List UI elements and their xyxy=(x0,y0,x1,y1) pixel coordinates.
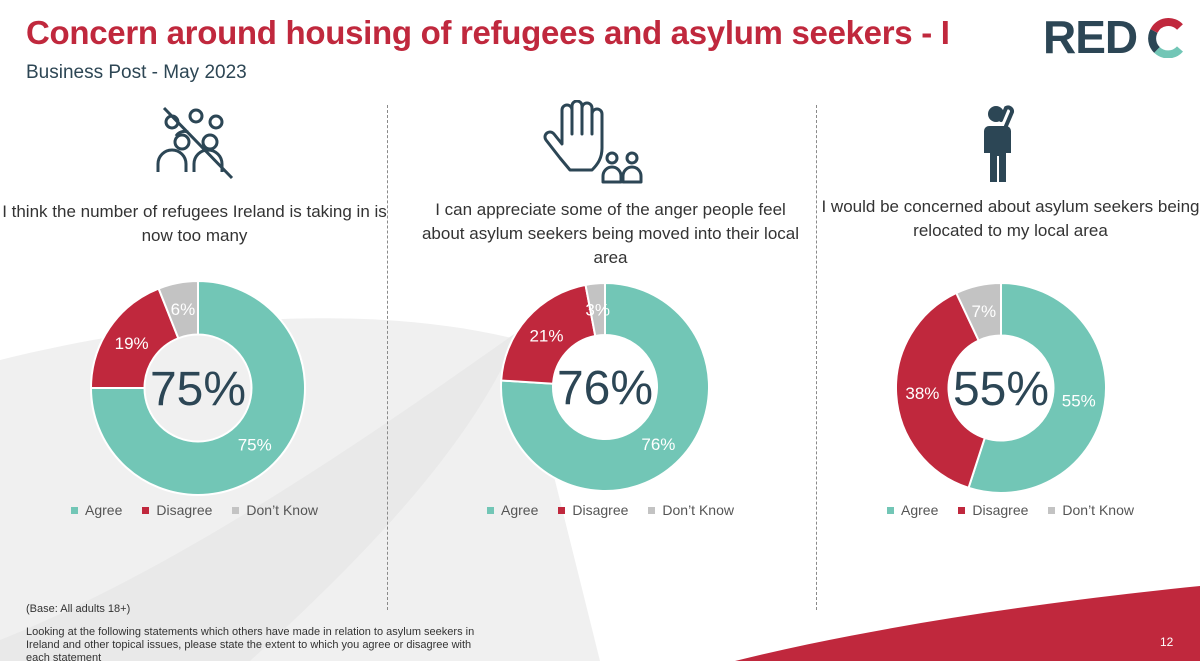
chart-panel-1: I think the number of refugees Ireland i… xyxy=(2,100,387,530)
legend-disagree: Disagree xyxy=(142,502,212,518)
data-label-dont-know: 6% xyxy=(171,300,196,319)
logo-c-mark xyxy=(1148,18,1183,58)
data-label-disagree: 21% xyxy=(529,326,563,345)
data-label-agree: 76% xyxy=(641,435,675,454)
slice-dont-know xyxy=(954,282,1002,342)
donut-chart-3: 55% 38% 7% 55% xyxy=(895,282,1107,494)
question-note: Looking at the following statements whic… xyxy=(26,626,475,664)
legend-disagree: Disagree xyxy=(958,502,1028,518)
statement-text: I think the number of refugees Ireland i… xyxy=(2,202,387,245)
raised-hand-people-icon xyxy=(543,100,643,184)
logo-wordmark: RED xyxy=(1043,11,1138,63)
base-note: (Base: All adults 18+) xyxy=(26,603,131,615)
chart-legend: Agree Disagree Don’t Know xyxy=(2,502,387,518)
slice-dont-know xyxy=(157,280,199,340)
legend-agree: Agree xyxy=(71,502,122,518)
data-label-agree: 75% xyxy=(238,436,272,455)
legend-dont-know: Don’t Know xyxy=(1048,502,1134,518)
crossed-out-group-icon xyxy=(156,106,234,180)
slice-agree xyxy=(90,280,306,496)
page-title: Concern around housing of refugees and a… xyxy=(26,14,950,51)
legend-disagree: Disagree xyxy=(558,502,628,518)
donut-chart-1: 75%19%6%75% xyxy=(90,280,306,496)
redc-logo: RED xyxy=(1043,12,1183,62)
donut-center-value: 75% xyxy=(150,363,246,416)
legend-dont-know: Don’t Know xyxy=(648,502,734,518)
data-label-dont-know: 7% xyxy=(972,302,997,321)
slice-disagree xyxy=(895,291,987,490)
page-number: 12 xyxy=(1160,635,1174,649)
legend-dont-know: Don’t Know xyxy=(232,502,318,518)
donut-chart-2: 76% 21% 3% 76% xyxy=(500,282,710,492)
slice-agree xyxy=(500,282,710,492)
slice-dont-know xyxy=(584,282,606,338)
data-label-agree: 55% xyxy=(1062,391,1096,410)
donut-center-value: 55% xyxy=(953,363,1049,416)
chart-legend: Agree Disagree Don’t Know xyxy=(818,502,1200,518)
statement-text: I would be concerned about asylum seeker… xyxy=(821,197,1200,240)
chart-legend: Agree Disagree Don’t Know xyxy=(418,502,803,518)
legend-agree: Agree xyxy=(487,502,538,518)
data-label-disagree: 38% xyxy=(905,384,939,403)
legend-agree: Agree xyxy=(887,502,938,518)
donut-center-value: 76% xyxy=(557,362,653,415)
page-subtitle: Business Post - May 2023 xyxy=(26,62,247,83)
statement-text: I can appreciate some of the anger peopl… xyxy=(421,200,800,267)
worried-person-icon xyxy=(984,105,1014,182)
panel-divider-2 xyxy=(816,105,817,610)
panel-divider-1 xyxy=(387,105,388,610)
slice-agree xyxy=(967,282,1107,494)
slice-disagree xyxy=(500,283,597,385)
chart-panel-3: I would be concerned about asylum seeker… xyxy=(818,100,1200,530)
chart-panel-2: I can appreciate some of the anger peopl… xyxy=(418,100,803,530)
data-label-disagree: 19% xyxy=(115,334,149,353)
data-label-dont-know: 3% xyxy=(585,300,610,319)
